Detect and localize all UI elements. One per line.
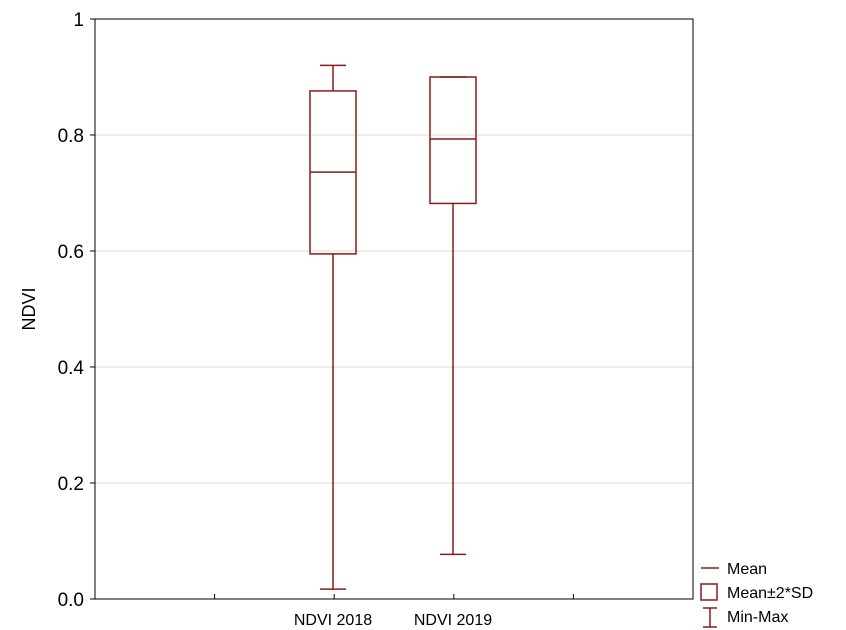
legend-mean-label: Mean — [727, 561, 767, 578]
box-1 — [309, 64, 357, 590]
legend: Mean Mean±2*SD Min-Max — [700, 561, 813, 628]
sd-box — [429, 76, 477, 205]
y-tick-label: 0.2 — [58, 474, 84, 495]
y-tick-label: 1 — [73, 10, 84, 31]
y-axis-label: NDVI — [19, 287, 39, 330]
legend-minmax-label: Min-Max — [727, 609, 788, 626]
y-tick-label: 0.4 — [58, 358, 85, 379]
box-2 — [429, 76, 477, 556]
y-tick-label: 0.0 — [58, 590, 84, 611]
legend-sd-symbol — [700, 583, 718, 601]
y-tick-label: 0.8 — [58, 126, 84, 147]
y-tick-label: 0.6 — [58, 242, 84, 263]
box-series — [309, 64, 477, 590]
x-tick-marks — [214, 594, 574, 599]
y-axis-ticks: 0.0 0.2 0.4 0.6 0.8 1 — [58, 10, 95, 611]
x-category-label: NDVI 2019 — [414, 612, 492, 629]
grid-lines — [95, 134, 693, 484]
x-category-label: NDVI 2018 — [294, 612, 372, 629]
legend-sd-label: Mean±2*SD — [727, 585, 813, 602]
x-axis-labels: NDVI 2018 NDVI 2019 — [294, 612, 492, 629]
plot-area-frame — [94, 18, 694, 600]
legend-minmax-symbol — [703, 607, 717, 628]
